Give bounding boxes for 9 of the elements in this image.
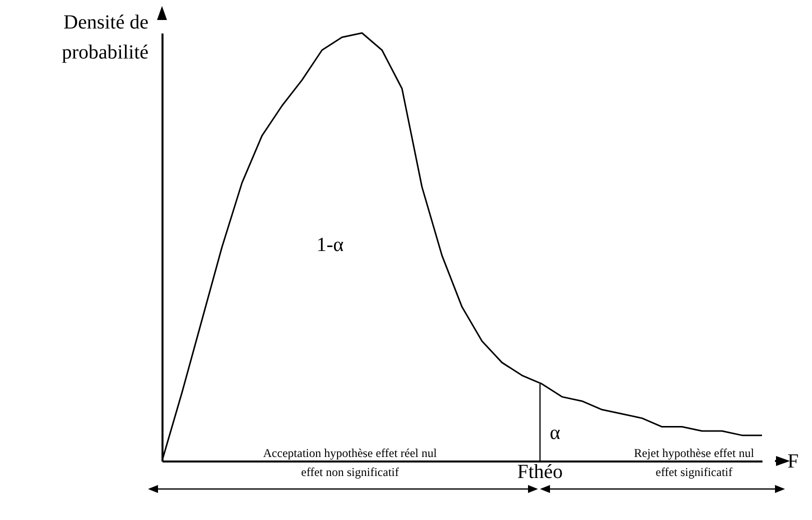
annotation: α: [550, 422, 561, 444]
text: effet non significatif: [301, 465, 399, 479]
annotation: Acceptation hypothèse effet réel nul: [263, 446, 438, 460]
annotation: Rejet hypothèse effet nul: [634, 446, 755, 460]
text: effet significatif: [656, 465, 732, 479]
y-axis-title: Densité de probabilité: [62, 12, 149, 64]
x-axis-title: F: [788, 450, 799, 472]
annotation: Fthéo: [517, 461, 563, 483]
annotation: 1-α: [316, 234, 344, 256]
